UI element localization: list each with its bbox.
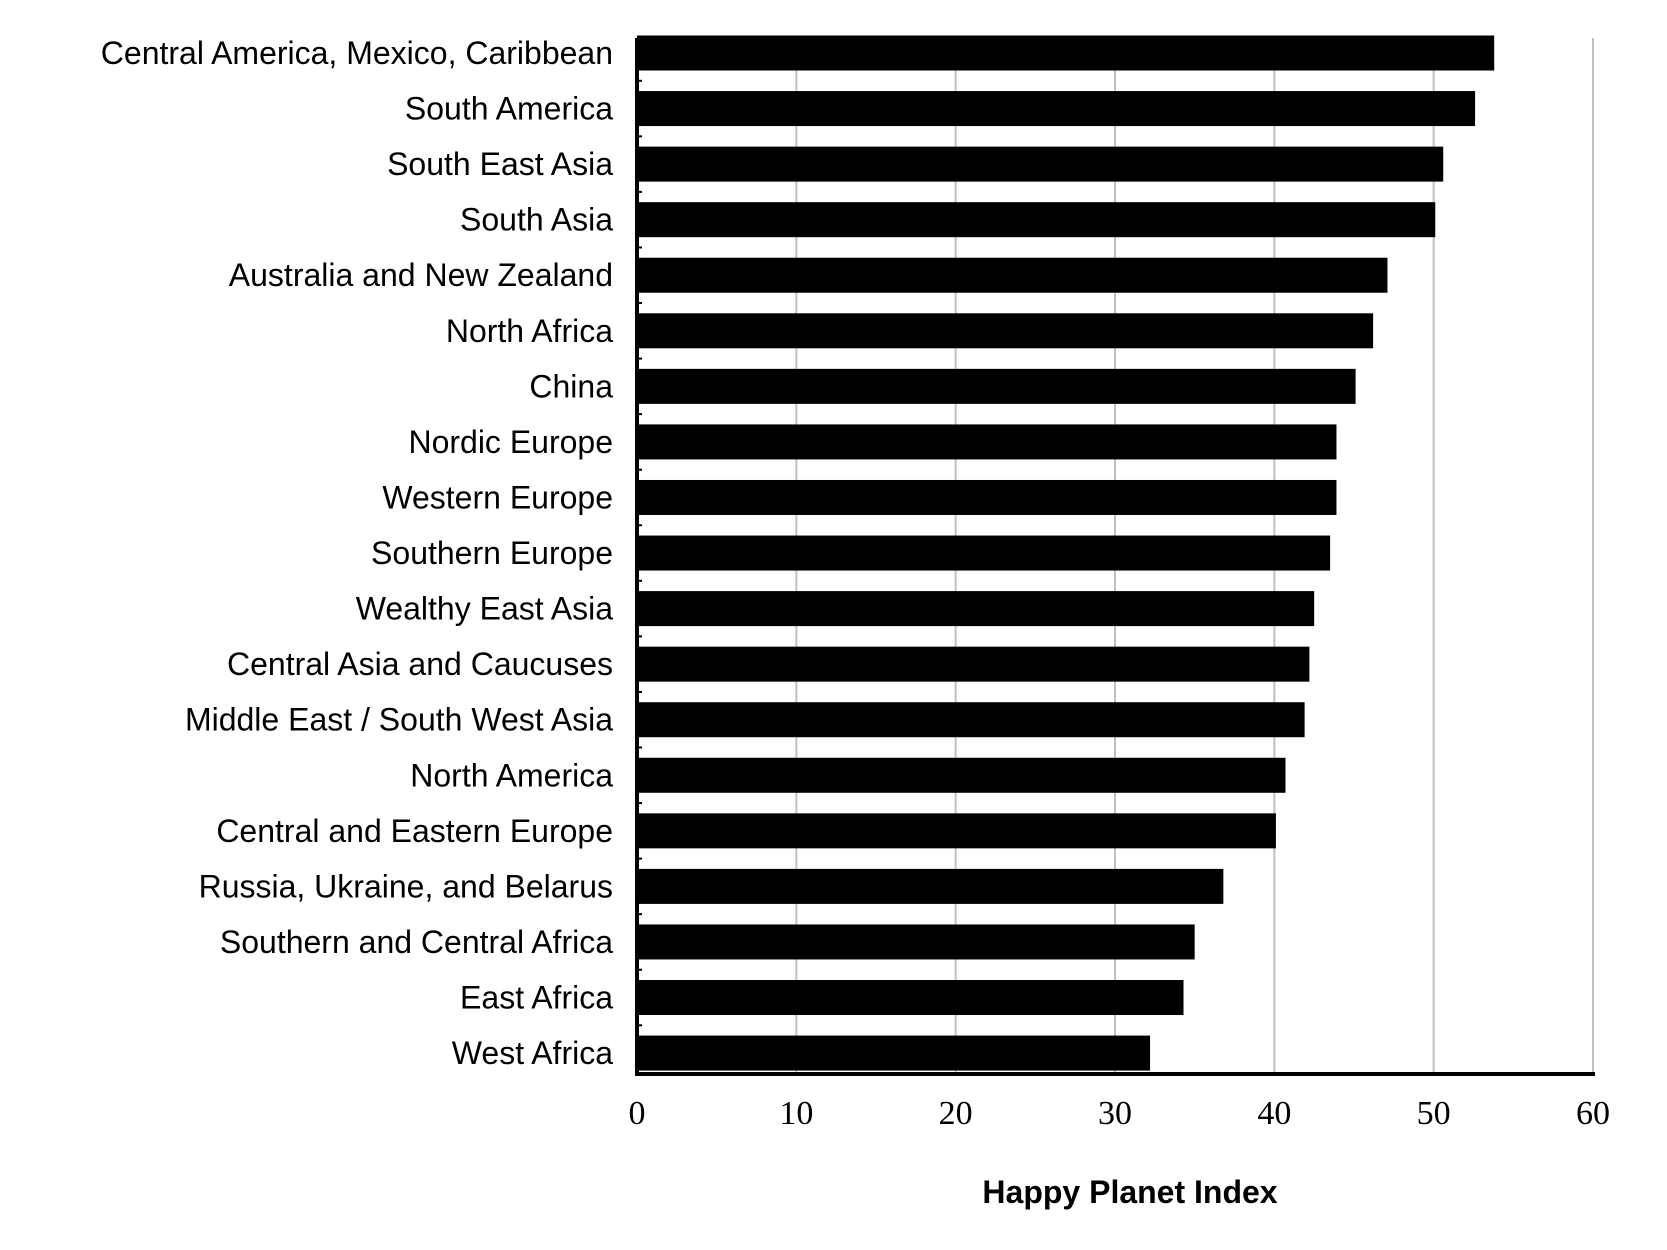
axes xyxy=(635,38,1595,1076)
x-tick-labels: 0 10 20 30 40 50 60 xyxy=(629,1095,1611,1132)
category-label: East Africa xyxy=(460,980,613,1016)
category-label: Nordic Europe xyxy=(408,424,613,460)
bar xyxy=(637,368,1356,404)
x-tick-label: 40 xyxy=(1257,1095,1291,1132)
x-tick-label: 60 xyxy=(1576,1095,1610,1132)
bar xyxy=(637,868,1224,904)
bar xyxy=(637,257,1388,293)
bar xyxy=(637,591,1315,627)
bar xyxy=(637,146,1444,182)
bar xyxy=(637,757,1286,793)
category-label: Australia and New Zealand xyxy=(229,257,613,293)
x-tick-label: 30 xyxy=(1098,1095,1132,1132)
category-label: China xyxy=(529,368,613,404)
bar xyxy=(637,424,1337,460)
bar xyxy=(637,313,1374,349)
x-axis-title: Happy Planet Index xyxy=(982,1174,1277,1210)
category-label: West Africa xyxy=(452,1035,613,1071)
category-label: Central and Eastern Europe xyxy=(216,813,613,849)
x-tick-label: 20 xyxy=(939,1095,973,1132)
bar xyxy=(637,91,1476,127)
category-label: Central America, Mexico, Caribbean xyxy=(101,35,613,71)
bars xyxy=(637,35,1495,1071)
category-label: North America xyxy=(410,757,613,793)
x-tick-label: 50 xyxy=(1417,1095,1451,1132)
bar xyxy=(637,479,1337,515)
bar xyxy=(637,813,1276,849)
x-tick-label: 0 xyxy=(629,1095,646,1132)
category-label: Western Europe xyxy=(382,479,613,515)
bar xyxy=(637,535,1331,571)
category-label: Southern and Central Africa xyxy=(220,924,613,960)
bar xyxy=(637,646,1310,682)
category-label: Southern Europe xyxy=(371,535,613,571)
bar xyxy=(637,702,1305,738)
category-label: Middle East / South West Asia xyxy=(185,702,613,738)
x-tick-label: 10 xyxy=(779,1095,813,1132)
category-label: South East Asia xyxy=(387,146,613,182)
category-label: Central Asia and Caucuses xyxy=(227,646,613,682)
category-label: South America xyxy=(405,91,613,127)
bar xyxy=(637,980,1184,1016)
category-label: Wealthy East Asia xyxy=(356,591,614,627)
category-label: Russia, Ukraine, and Belarus xyxy=(199,868,613,904)
bar xyxy=(637,1035,1151,1071)
bar xyxy=(637,35,1495,71)
bar xyxy=(637,924,1195,960)
category-labels: Central America, Mexico, Caribbean South … xyxy=(101,35,613,1071)
bar xyxy=(637,202,1436,238)
category-label: South Asia xyxy=(460,202,613,238)
category-label: North Africa xyxy=(446,313,613,349)
